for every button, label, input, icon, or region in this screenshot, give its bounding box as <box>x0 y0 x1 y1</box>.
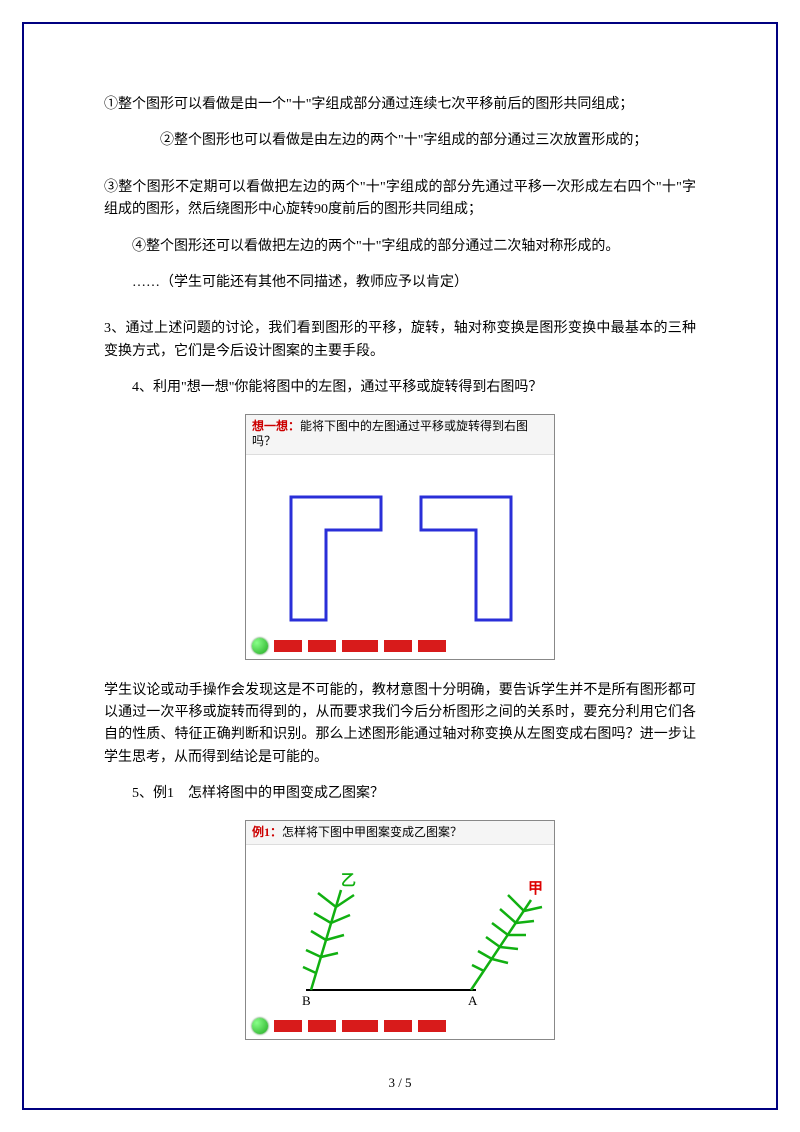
label-A: A <box>468 993 478 1008</box>
control-block[interactable] <box>384 1020 412 1032</box>
figure-2-header: 例1：怎样将下图中甲图案变成乙图案？ <box>246 821 554 846</box>
figure-2-controls <box>246 1015 554 1039</box>
tree-jia <box>471 895 542 990</box>
paragraph-1: ①整个图形可以看做是由一个"十"字组成部分通过连续七次平移前后的图形共同组成； <box>104 94 696 116</box>
paragraph-9: 5、例1 怎样将图中的甲图变成乙图案？ <box>104 783 696 805</box>
figure-1-body <box>246 455 554 635</box>
figure-1-controls <box>246 635 554 659</box>
figure-2-caption: 怎样将下图中甲图案变成乙图案？ <box>282 825 462 839</box>
figure-2-tag: 例1： <box>252 825 282 839</box>
label-yi: 乙 <box>341 873 356 889</box>
control-block[interactable] <box>308 640 336 652</box>
figure-1-tag: 想一想： <box>252 419 300 433</box>
paragraph-5: ……（学生可能还有其他不同描述，教师应予以肯定） <box>104 272 696 294</box>
play-icon[interactable] <box>252 1018 268 1034</box>
figure-1-header: 想一想：能将下图中的左图通过平移或旋转得到右图吗？ <box>246 415 554 455</box>
figure-2: 例1：怎样将下图中甲图案变成乙图案？ B A <box>245 820 555 1041</box>
left-shape <box>291 497 381 620</box>
right-shape <box>421 497 511 620</box>
paragraph-4: ④整个图形还可以看做把左边的两个"十"字组成的部分通过二次轴对称形成的。 <box>104 236 696 258</box>
label-B: B <box>302 993 311 1008</box>
document-page: ①整个图形可以看做是由一个"十"字组成部分通过连续七次平移前后的图形共同组成； … <box>0 0 800 1132</box>
paragraph-2: ②整个图形也可以看做是由左边的两个"十"字组成的部分通过三次放置形成的； <box>104 130 696 152</box>
control-block[interactable] <box>308 1020 336 1032</box>
paragraph-6: 3、通过上述问题的讨论，我们看到图形的平移，旋转，轴对称变换是图形变换中最基本的… <box>104 318 696 363</box>
page-border: ①整个图形可以看做是由一个"十"字组成部分通过连续七次平移前后的图形共同组成； … <box>22 22 778 1110</box>
paragraph-8: 学生议论或动手操作会发现这是不可能的，教材意图十分明确，要告诉学生并不是所有图形… <box>104 680 696 770</box>
paragraph-7: 4、利用"想一想"你能将图中的左图，通过平移或旋转得到右图吗？ <box>104 377 696 399</box>
control-block[interactable] <box>342 640 378 652</box>
paragraph-3: ③整个图形不定期可以看做把左边的两个"十"字组成的部分先通过平移一次形成左右四个… <box>104 177 696 222</box>
figure-2-body: B A 乙 <box>246 845 554 1015</box>
control-block[interactable] <box>342 1020 378 1032</box>
tree-yi <box>303 890 354 990</box>
figure-1: 想一想：能将下图中的左图通过平移或旋转得到右图吗？ <box>245 414 555 660</box>
control-block[interactable] <box>274 1020 302 1032</box>
control-block[interactable] <box>274 640 302 652</box>
figure-1-svg <box>246 455 556 635</box>
label-jia: 甲 <box>528 880 543 897</box>
page-number: 3 / 5 <box>24 1073 776 1094</box>
control-block[interactable] <box>384 640 412 652</box>
play-icon[interactable] <box>252 638 268 654</box>
control-block[interactable] <box>418 640 446 652</box>
figure-2-svg: B A 乙 <box>246 845 556 1015</box>
control-block[interactable] <box>418 1020 446 1032</box>
